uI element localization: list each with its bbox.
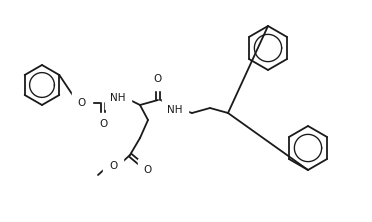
- Text: O: O: [78, 98, 86, 108]
- Text: NH: NH: [110, 93, 126, 103]
- Text: O: O: [109, 161, 117, 171]
- Text: NH: NH: [167, 105, 183, 115]
- Text: O: O: [99, 119, 107, 129]
- Text: O: O: [154, 74, 162, 84]
- Text: O: O: [144, 165, 152, 175]
